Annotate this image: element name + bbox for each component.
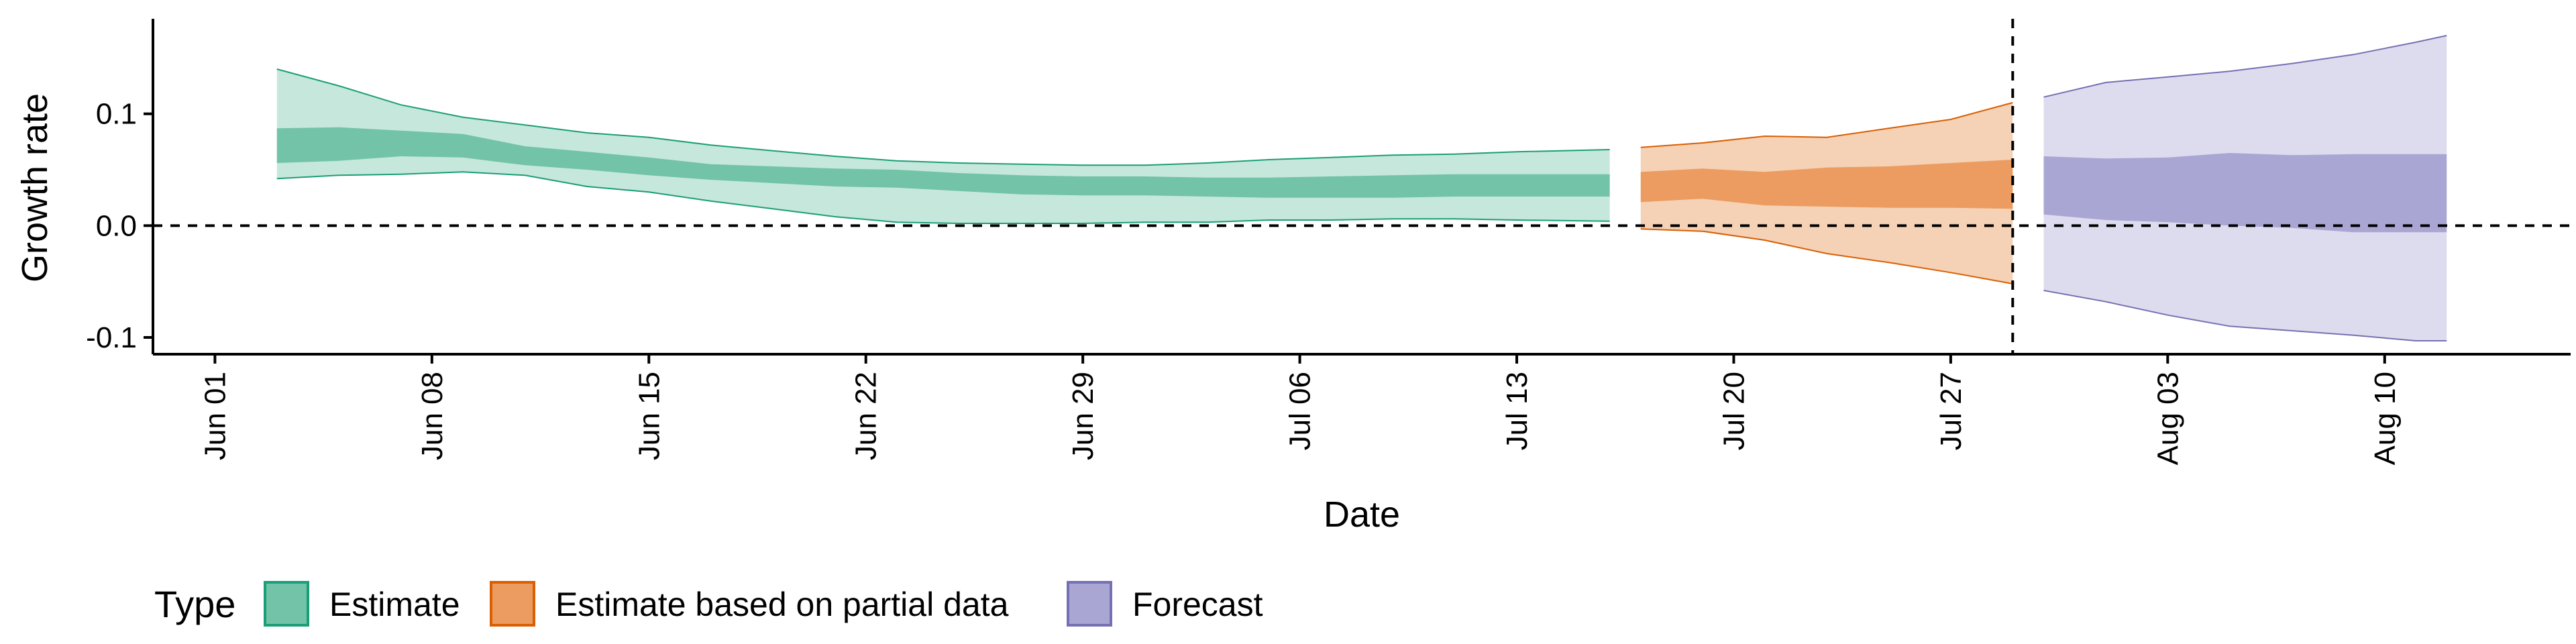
legend-label-1: Estimate based on partial data	[555, 586, 1009, 623]
x-tick-label: Aug 10	[2369, 372, 2402, 465]
legend-label-0: Estimate	[329, 586, 460, 623]
series-1	[1640, 102, 2013, 284]
x-tick-label: Jul 13	[1501, 372, 1534, 450]
x-tick-label: Aug 03	[2151, 372, 2184, 465]
y-tick-label: 0.0	[96, 209, 137, 242]
x-axis-title: Date	[1324, 494, 1400, 535]
x-tick-label: Jul 27	[1935, 372, 1968, 450]
x-tick-label: Jul 06	[1284, 372, 1317, 450]
x-tick-label: Jun 29	[1067, 372, 1099, 460]
lower-edge-1	[1640, 228, 2013, 284]
legend: Type Estimate Estimate based on partial d…	[154, 581, 1263, 627]
series-2	[2043, 35, 2447, 341]
x-tick-label: Jun 01	[199, 372, 231, 460]
x-tick-label: Jun 15	[633, 372, 665, 460]
lower-edge-0	[276, 171, 1610, 224]
inner-band-2	[2043, 153, 2447, 233]
legend-items: Estimate Estimate based on partial data Fo…	[264, 581, 1263, 627]
y-tick-label: 0.1	[96, 98, 137, 131]
series-0	[276, 68, 1610, 224]
x-tick-label: Jul 20	[1717, 372, 1750, 450]
inner-band-0	[276, 127, 1610, 198]
legend-key-2	[1067, 581, 1112, 627]
upper-edge-2	[2043, 35, 2447, 98]
legend-item-1: Estimate based on partial data	[490, 581, 1009, 627]
y-ticks: 0.1 0.0 -0.1	[86, 98, 153, 354]
lower-edge-2	[2043, 290, 2447, 341]
legend-key-1	[490, 581, 535, 627]
y-tick-label: -0.1	[86, 321, 137, 354]
upper-edge-0	[276, 68, 1610, 166]
legend-item-0: Estimate	[264, 581, 460, 627]
legend-label-2: Forecast	[1132, 586, 1263, 623]
y-axis-title: Growth rate	[15, 93, 55, 282]
upper-edge-1	[1640, 102, 2013, 148]
x-ticks: Jun 01 Jun 08 Jun 15 Jun 22 Jun 29 Jul 06 Jul …	[199, 354, 2402, 465]
legend-item-2: Forecast	[1067, 581, 1263, 627]
legend-key-0	[264, 581, 309, 627]
series-bands	[276, 35, 2447, 341]
x-tick-label: Jun 22	[850, 372, 883, 460]
reference-lines	[153, 19, 2571, 354]
legend-title: Type	[154, 583, 235, 625]
inner-band-1	[1640, 160, 2013, 209]
x-tick-label: Jun 08	[416, 372, 449, 460]
